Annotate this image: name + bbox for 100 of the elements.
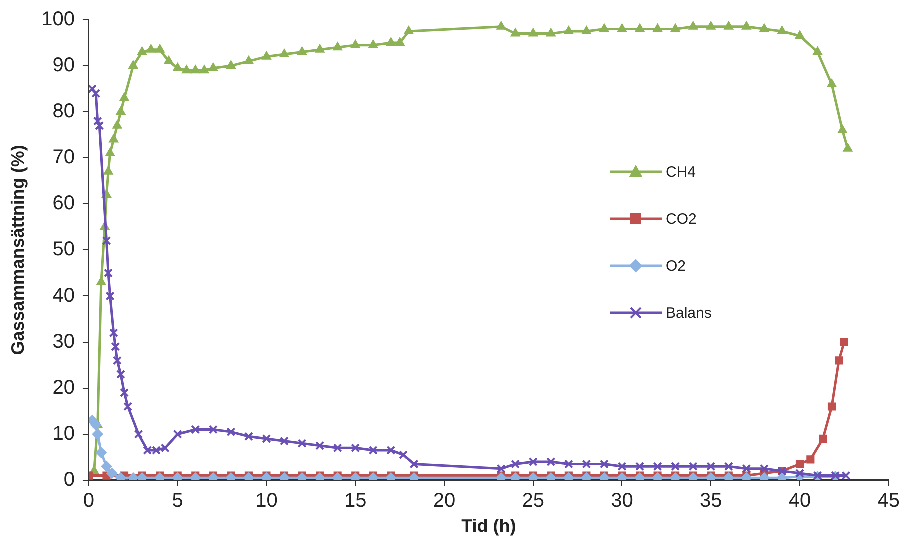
point	[742, 464, 752, 474]
point	[724, 21, 734, 30]
x-tick-label: 30	[611, 490, 634, 512]
point	[795, 30, 805, 40]
point	[173, 430, 182, 439]
point	[104, 268, 114, 278]
point	[280, 436, 290, 446]
point	[404, 26, 414, 35]
point	[106, 468, 118, 479]
point	[386, 38, 396, 46]
point	[112, 120, 122, 129]
legend-label: Balans	[666, 304, 712, 322]
point	[670, 24, 680, 32]
y-tick-label: 50	[52, 238, 75, 261]
point	[200, 65, 210, 74]
point	[109, 328, 118, 338]
point	[564, 26, 574, 35]
point	[796, 460, 804, 468]
point	[688, 21, 698, 30]
point	[226, 428, 236, 437]
point	[226, 60, 236, 70]
point	[191, 425, 200, 434]
point	[262, 434, 272, 444]
x-tick-label: 10	[256, 490, 278, 512]
x-tick-label: 25	[522, 490, 544, 512]
point	[92, 428, 104, 440]
point	[835, 356, 844, 365]
point	[840, 338, 848, 346]
x-tick-label: 15	[344, 490, 367, 512]
legend-label: O2	[666, 258, 686, 274]
x-tick-label: 5	[172, 490, 184, 512]
point	[134, 430, 144, 439]
point	[105, 148, 116, 157]
x-tick-label: 45	[878, 490, 900, 512]
point	[96, 276, 106, 286]
y-tick-label: 70	[52, 146, 75, 169]
point	[546, 28, 556, 37]
point	[582, 460, 592, 469]
point	[143, 446, 152, 456]
point	[600, 24, 610, 32]
point	[671, 462, 680, 472]
point	[350, 40, 360, 48]
point	[104, 166, 114, 175]
point	[777, 26, 788, 35]
point	[828, 402, 836, 411]
point	[244, 56, 254, 64]
point	[838, 124, 848, 134]
y-axis-title: Gassammansättning (%)	[8, 145, 28, 356]
point	[137, 46, 148, 56]
point	[90, 420, 102, 431]
point	[173, 62, 183, 72]
point	[116, 106, 126, 116]
point	[152, 446, 162, 456]
point	[351, 444, 360, 453]
point	[842, 471, 851, 480]
point	[128, 60, 138, 70]
point	[760, 464, 769, 474]
point	[724, 462, 734, 472]
point	[109, 134, 119, 143]
point	[635, 462, 645, 472]
x-tick-label: 20	[433, 490, 456, 512]
point	[120, 92, 130, 102]
point	[244, 432, 254, 442]
point	[819, 434, 828, 443]
y-tick-label: 90	[52, 54, 75, 77]
legend-label: CH4	[666, 164, 696, 180]
x-tick-label: 40	[788, 490, 812, 512]
point	[399, 450, 408, 460]
point	[146, 44, 156, 53]
point	[106, 292, 115, 301]
point	[496, 464, 506, 474]
point	[618, 462, 627, 472]
point	[101, 461, 112, 472]
point	[208, 425, 218, 434]
point	[564, 460, 574, 469]
point	[208, 62, 218, 72]
point	[190, 65, 200, 74]
point	[333, 42, 343, 51]
point	[280, 49, 290, 58]
point	[182, 65, 192, 74]
point	[333, 444, 342, 453]
point	[368, 446, 378, 456]
y-tick-label: 0	[64, 468, 75, 491]
point	[395, 38, 405, 46]
point	[120, 388, 130, 398]
y-tick-label: 40	[52, 284, 75, 307]
point	[410, 460, 419, 469]
point	[298, 439, 307, 448]
point	[368, 40, 378, 48]
point	[510, 28, 520, 37]
point	[112, 356, 122, 366]
point	[111, 342, 120, 352]
point	[160, 444, 170, 453]
point	[96, 447, 107, 458]
point	[653, 462, 662, 472]
y-tick-label: 30	[52, 330, 75, 353]
point	[262, 51, 272, 60]
point	[155, 44, 165, 53]
y-tick-label: 100	[42, 8, 75, 31]
point	[386, 446, 396, 456]
